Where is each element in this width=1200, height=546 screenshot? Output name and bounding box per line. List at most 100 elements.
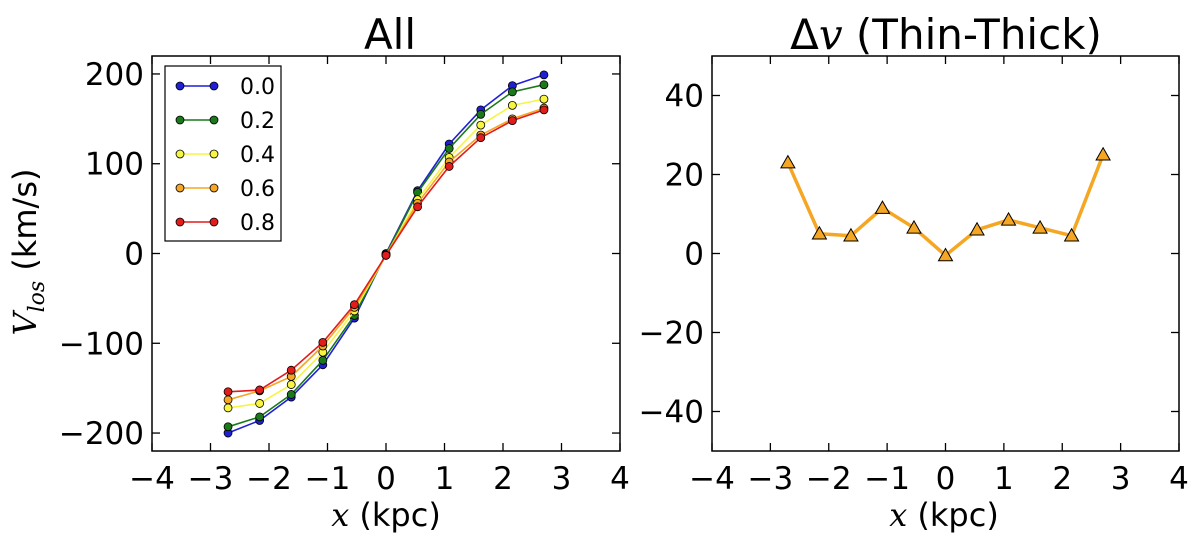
- right-ytick-label: −20: [639, 316, 704, 352]
- right-data-point: [1000, 211, 1017, 226]
- left-xlabel-var: x: [331, 496, 349, 534]
- left-xtick-label: 2: [493, 461, 513, 497]
- left-data-point-0.8: [350, 300, 359, 310]
- right-xtick-label: 0: [936, 461, 956, 497]
- left-data-point-0.2: [507, 87, 517, 97]
- left-data-point-0.8: [318, 337, 328, 347]
- right-title-rest: (Thin-Thick): [843, 10, 1102, 59]
- left-data-point-0.8: [223, 387, 233, 397]
- legend-label: 0.4: [240, 143, 275, 168]
- left-xtick-label: −3: [188, 461, 234, 497]
- left-data-point-0.4: [539, 94, 549, 104]
- legend-marker: [209, 217, 219, 227]
- right-xlabel: x (kpc): [889, 496, 999, 534]
- left-data-point-0.0: [539, 70, 549, 80]
- legend-marker: [209, 183, 219, 193]
- right-xtick-label: 4: [1169, 461, 1189, 497]
- right-xtick-label: 2: [1052, 461, 1072, 497]
- left-data-point-0.4: [255, 399, 265, 408]
- right-ytick-label: 40: [665, 79, 704, 115]
- right-ticklabels: −4 −3 −2 −1 0 1 2 3 4 −40 −20 0 20 40: [639, 79, 1189, 498]
- legend-marker: [209, 149, 219, 159]
- right-data-point: [906, 219, 922, 234]
- legend-marker: [175, 81, 185, 91]
- legend-marker: [175, 149, 185, 159]
- right-ytick-label: 0: [684, 237, 704, 273]
- left-data-point-0.2: [539, 80, 549, 90]
- left-ytick-label: 0: [124, 237, 144, 273]
- right-title-delta: Δ: [790, 10, 819, 59]
- left-data-point-0.4: [286, 380, 296, 389]
- legend-marker: [209, 115, 219, 125]
- legend-marker: [175, 115, 185, 125]
- left-data-point-0.8: [381, 250, 391, 260]
- left-data-point-0.4: [507, 100, 517, 110]
- left-title: All: [364, 10, 416, 59]
- right-ytick-label: −40: [639, 395, 704, 431]
- right-title: Δv (Thin-Thick): [790, 10, 1102, 59]
- left-data-point-0.2: [444, 144, 454, 153]
- left-ylabel-var: V: [6, 309, 44, 335]
- left-data-point-0.8: [286, 365, 296, 375]
- left-ylabel-sub: los: [25, 281, 50, 313]
- left-data-point-0.8: [476, 133, 486, 143]
- left-ytick-label: −200: [59, 416, 144, 452]
- left-data-point-0.8: [255, 385, 265, 395]
- legend-marker: [175, 183, 185, 193]
- right-data-point: [874, 200, 891, 214]
- left-data-point-0.2: [318, 355, 328, 365]
- left-data-point-0.8: [539, 105, 549, 115]
- right-xtick-label: −4: [689, 461, 735, 497]
- right-xtick-label: −1: [864, 461, 910, 497]
- left-ylabel-unit: (km/s): [6, 169, 44, 281]
- left-ytick-label: −100: [59, 326, 144, 362]
- legend-label: 0.6: [240, 177, 275, 202]
- left-xtick-label: −2: [246, 461, 292, 497]
- right-data-point: [1032, 219, 1048, 234]
- right-title-var: v: [819, 10, 843, 59]
- right-data-point: [843, 227, 859, 242]
- legend-label: 0.8: [240, 211, 275, 236]
- left-ytick-label: 100: [85, 147, 144, 183]
- right-panel: Δv (Thin-Thick) −4 −3 −2 −1 0 1 2 3 4 −40 −20 0 20 40…: [639, 10, 1189, 534]
- left-data-point-0.8: [413, 202, 422, 212]
- legend-marker: [175, 217, 185, 227]
- legend-label: 0.0: [240, 75, 275, 100]
- left-xtick-label: 1: [435, 461, 455, 497]
- left-data-point-0.2: [286, 390, 296, 399]
- right-xtick-label: −3: [748, 461, 794, 497]
- left-series: [223, 70, 549, 438]
- right-data-point: [1095, 146, 1111, 161]
- left-ticks: [151, 56, 621, 451]
- left-data-point-0.2: [255, 412, 265, 422]
- right-xtick-label: 3: [1111, 461, 1131, 497]
- left-xtick-label: 0: [376, 461, 396, 497]
- legend-label: 0.2: [240, 109, 275, 134]
- right-data-point: [937, 247, 954, 262]
- legend-marker: [209, 81, 219, 91]
- right-xlabel-unit: (kpc): [907, 496, 999, 534]
- right-series: [780, 146, 1111, 262]
- left-xtick-label: −4: [129, 461, 175, 497]
- right-data-point: [780, 154, 796, 169]
- right-xtick-label: −2: [806, 461, 852, 497]
- right-series-line-Thin-Thick: [786, 154, 1105, 258]
- left-xlabel: x (kpc): [331, 496, 441, 534]
- right-xlabel-var: x: [889, 496, 907, 534]
- left-data-point-0.2: [223, 422, 233, 432]
- left-data-point-0.8: [507, 116, 517, 126]
- right-data-point: [969, 221, 985, 236]
- left-data-point-0.8: [444, 162, 454, 171]
- left-ylabel: Vlos (km/s): [6, 169, 50, 336]
- left-xlabel-unit: (kpc): [349, 496, 441, 534]
- left-data-point-0.4: [476, 120, 486, 130]
- right-data-point: [1063, 227, 1080, 242]
- left-panel: All −4 −3 −2 −1 0 1 2 3 4 −200 −100 0 100 200 x (kpc)…: [6, 10, 630, 534]
- right-ticks: [711, 56, 1180, 451]
- left-ytick-label: 200: [85, 57, 144, 93]
- left-data-point-0.2: [476, 109, 486, 119]
- legend-items: 0.0 0.2 0.4 0.6 0.8: [175, 75, 275, 236]
- left-xtick-label: 3: [552, 461, 572, 497]
- legend: 0.0 0.2 0.4 0.6 0.8: [164, 65, 282, 242]
